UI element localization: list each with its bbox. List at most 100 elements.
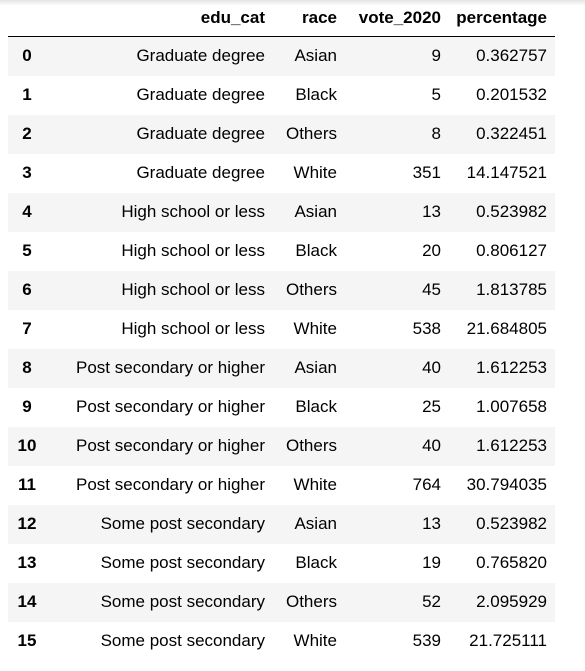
cell-race: Black [295,241,337,260]
cell-race: Asian [294,514,337,533]
cell-race: White [293,475,337,494]
cell-edu-cat: Graduate degree [136,163,265,182]
cell-race: Black [295,85,337,104]
table-row: 11 Post secondary or higher White 764 30.794… [8,466,555,505]
cell-race: Asian [294,358,337,377]
cell-race: Others [285,280,337,299]
table-row: 5 High school or less Black 20 0.806127 [8,232,555,271]
cell-race: Others [285,436,337,455]
cell-vote-2020: 40 [422,436,441,455]
table-row: 1 Graduate degree Black 5 0.201532 [8,76,555,115]
table-row: 14 Some post secondary Others 52 2.095929 [8,582,555,622]
cell-vote-2020: 13 [422,202,441,221]
row-index: 12 [17,514,37,533]
dataframe-table: edu_cat race vote_2020 percentage 0 Gradu… [8,0,555,661]
cell-percentage: 1.612253 [476,436,547,455]
cell-edu-cat: High school or less [121,280,265,299]
table-row: 12 Some post secondary Asian 13 0.523982 [8,504,555,544]
cell-edu-cat: Some post secondary [100,514,265,533]
cell-vote-2020: 13 [422,514,441,533]
table-row: 7 High school or less White 538 21.684805 [8,310,555,349]
row-index: 8 [22,358,32,377]
cell-percentage: 0.362757 [476,46,547,66]
cell-race: White [293,319,337,338]
cell-edu-cat: High school or less [121,241,265,260]
cell-edu-cat: Post secondary or higher [76,475,265,494]
cell-edu-cat: Graduate degree [136,124,265,143]
cell-edu-cat: Post secondary or higher [76,358,265,377]
cell-race: Others [285,124,337,143]
cell-edu-cat: Some post secondary [100,592,265,611]
row-index: 13 [17,553,37,572]
cell-percentage: 1.813785 [476,280,547,299]
cell-race: Black [295,397,337,416]
cell-edu-cat: Some post secondary [100,553,265,572]
row-index: 15 [17,631,37,650]
cell-race: Black [295,553,337,572]
cell-race: Others [285,592,337,611]
table-row: 4 High school or less Asian 13 0.523982 [8,192,555,232]
row-index: 10 [17,436,37,455]
cell-edu-cat: Post secondary or higher [76,436,265,455]
cell-percentage: 21.684805 [466,319,547,338]
header-row: edu_cat race vote_2020 percentage [8,0,555,37]
cell-percentage: 0.523982 [476,514,547,533]
table-row: 8 Post secondary or higher Asian 40 1.612253 [8,348,555,388]
cell-vote-2020: 5 [431,85,441,104]
cell-percentage: 21.725111 [469,631,547,650]
row-index: 2 [22,124,32,143]
row-index: 9 [22,397,32,416]
table-row: 6 High school or less Others 45 1.813785 [8,270,555,310]
row-index: 5 [22,241,32,260]
cell-vote-2020: 25 [422,397,441,416]
row-index: 0 [22,46,32,66]
cell-percentage: 1.612253 [476,358,547,377]
cell-race: White [293,163,337,182]
row-index: 6 [22,280,32,299]
row-index: 7 [22,319,32,338]
row-index: 3 [22,163,32,182]
column-header-percentage: percentage [449,0,555,37]
cell-vote-2020: 40 [422,358,441,377]
cell-edu-cat: Some post secondary [100,631,265,650]
cell-race: Asian [294,202,337,221]
cell-edu-cat: Post secondary or higher [76,397,265,416]
table-row: 13 Some post secondary Black 19 0.765820 [8,544,555,583]
cell-vote-2020: 20 [422,241,441,260]
cell-vote-2020: 538 [412,319,441,338]
column-header-index [8,0,46,37]
cell-vote-2020: 19 [422,553,441,572]
column-header-vote-2020: vote_2020 [345,0,449,37]
cell-percentage: 0.523982 [476,202,547,221]
cell-vote-2020: 539 [412,631,441,650]
table-row: 15 Some post secondary White 539 21.725111 [8,622,555,661]
cell-race: White [293,631,337,650]
cell-vote-2020: 52 [422,592,441,611]
table-row: 3 Graduate degree White 351 14.147521 [8,154,555,193]
cell-edu-cat: High school or less [121,202,265,221]
table-header: edu_cat race vote_2020 percentage [8,0,555,37]
row-index: 14 [17,592,37,611]
cell-percentage: 2.095929 [476,592,547,611]
cell-vote-2020: 8 [431,124,441,143]
cell-race: Asian [294,46,337,66]
cell-vote-2020: 9 [431,46,441,66]
row-index: 4 [22,202,32,221]
row-index: 11 [18,475,36,494]
cell-percentage: 0.765820 [476,553,547,572]
cell-vote-2020: 764 [412,475,441,494]
cell-edu-cat: Graduate degree [136,85,265,104]
column-header-race: race [273,0,345,37]
cell-vote-2020: 351 [412,163,441,182]
table-body: 0 Graduate degree Asian 9 0.362757 1 Graduate … [8,36,555,661]
cell-edu-cat: High school or less [121,319,265,338]
cell-percentage: 30.794035 [466,475,547,494]
cell-edu-cat: Graduate degree [136,46,265,66]
cell-percentage: 14.147521 [466,163,547,182]
table-row: 9 Post secondary or higher Black 25 1.007658 [8,388,555,427]
cell-percentage: 1.007658 [476,397,547,416]
cell-vote-2020: 45 [422,280,441,299]
table-row: 2 Graduate degree Others 8 0.322451 [8,114,555,154]
table-row: 10 Post secondary or higher Others 40 1.6122… [8,426,555,466]
table-row: 0 Graduate degree Asian 9 0.362757 [8,36,555,76]
